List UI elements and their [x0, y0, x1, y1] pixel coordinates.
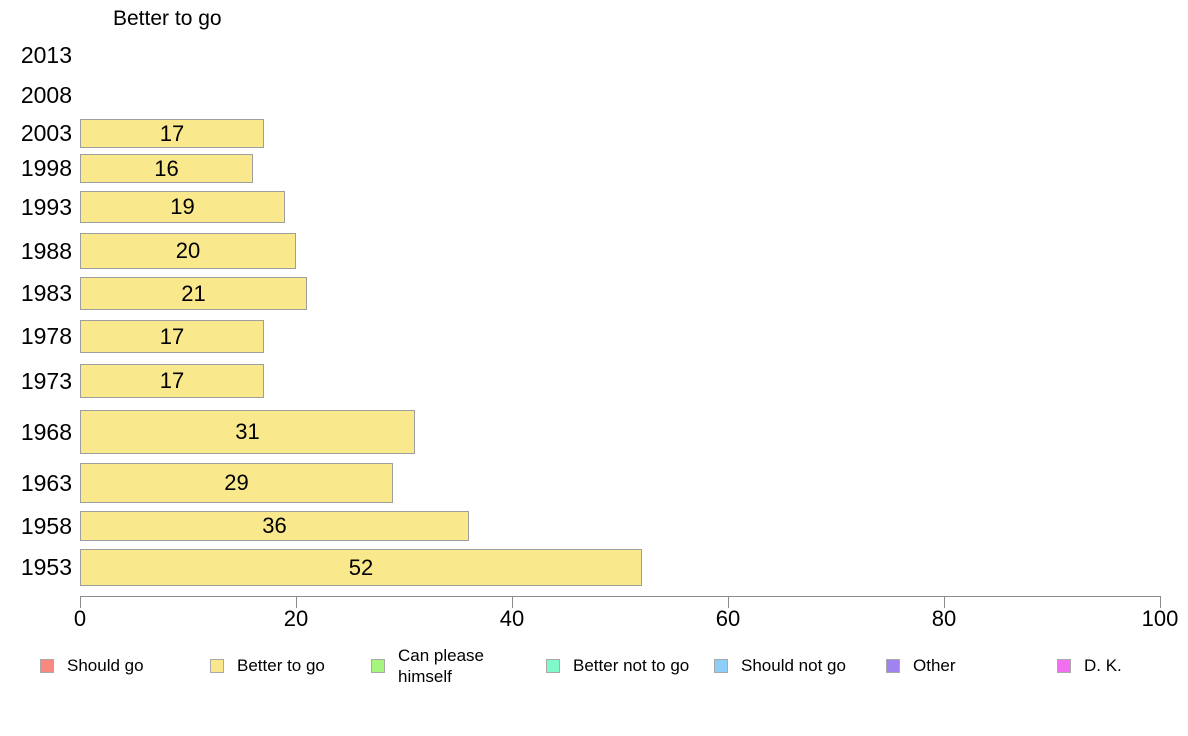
legend-label: Can please himself [398, 645, 485, 686]
x-tick [512, 596, 513, 608]
y-axis-label-2013: 2013 [20, 41, 72, 68]
legend-item-should-go: Should go [40, 644, 144, 688]
legend-label: Should go [67, 656, 144, 676]
x-tick [80, 596, 81, 608]
y-axis-label-2008: 2008 [20, 81, 72, 108]
legend-swatch [1057, 659, 1071, 673]
x-tick-label: 20 [283, 606, 309, 631]
y-axis-label-1953: 1953 [20, 554, 72, 580]
bar-value-label: 17 [159, 323, 185, 349]
chart-title: Better to go [113, 7, 222, 30]
y-axis-label-1998: 1998 [20, 155, 72, 181]
legend-swatch [371, 659, 385, 673]
bar-1973: 17 [80, 364, 264, 398]
x-tick-label: 40 [499, 606, 525, 631]
legend-item-better-not-to-go: Better not to go [546, 644, 689, 688]
x-tick [728, 596, 729, 608]
x-tick [296, 596, 297, 608]
y-axis-label-2003: 2003 [20, 120, 72, 146]
legend-swatch [714, 659, 728, 673]
y-axis-label-1988: 1988 [20, 237, 72, 264]
bar-value-label: 17 [159, 368, 185, 393]
bar-1968: 31 [80, 410, 415, 454]
legend-label: D. K. [1084, 656, 1122, 676]
bar-1963: 29 [80, 463, 393, 503]
y-axis-label-1978: 1978 [20, 323, 72, 349]
bar-value-label: 21 [181, 280, 206, 306]
bar-value-label: 31 [235, 419, 260, 444]
x-tick [1160, 596, 1161, 608]
x-tick-label: 60 [715, 606, 741, 631]
bar-value-label: 52 [348, 554, 374, 580]
legend-label: Should not go [741, 656, 846, 676]
y-axis-label-1958: 1958 [20, 512, 72, 539]
legend-item-can-please-himself: Can please himself [371, 644, 498, 688]
bar-value-label: 29 [224, 470, 249, 495]
y-axis-label-1968: 1968 [20, 418, 72, 445]
x-axis-line [80, 596, 1160, 597]
legend-swatch [886, 659, 900, 673]
legend-swatch [210, 659, 224, 673]
x-tick-label: 0 [73, 606, 87, 631]
bar-1998: 16 [80, 154, 253, 183]
legend-label: Other [913, 656, 956, 676]
bar-value-label: 19 [170, 194, 195, 219]
bar-2003: 17 [80, 119, 264, 148]
x-tick-label: 80 [931, 606, 957, 631]
bar-1988: 20 [80, 233, 296, 269]
legend-item-other: Other [886, 644, 956, 688]
bar-1958: 36 [80, 511, 469, 541]
bar-1953: 52 [80, 549, 642, 586]
legend-swatch [546, 659, 560, 673]
y-axis-label-1993: 1993 [20, 193, 72, 220]
bar-value-label: 20 [175, 238, 201, 263]
legend-item-d-k: D. K. [1057, 644, 1122, 688]
legend-item-better-to-go: Better to go [210, 644, 325, 688]
x-tick-label: 100 [1141, 606, 1179, 631]
y-axis-label-1963: 1963 [20, 469, 72, 496]
y-axis-label-1973: 1973 [20, 367, 72, 394]
legend-label: Better to go [237, 656, 325, 676]
bar-value-label: 36 [262, 513, 287, 538]
x-tick [944, 596, 945, 608]
bar-1983: 21 [80, 277, 307, 310]
legend-item-should-not-go: Should not go [714, 644, 846, 688]
bar-1993: 19 [80, 191, 285, 223]
bar-1978: 17 [80, 320, 264, 353]
bar-value-label: 16 [154, 155, 179, 181]
bar-value-label: 17 [159, 120, 185, 146]
legend-swatch [40, 659, 54, 673]
y-axis-label-1983: 1983 [20, 280, 72, 306]
legend-label: Better not to go [573, 656, 690, 676]
